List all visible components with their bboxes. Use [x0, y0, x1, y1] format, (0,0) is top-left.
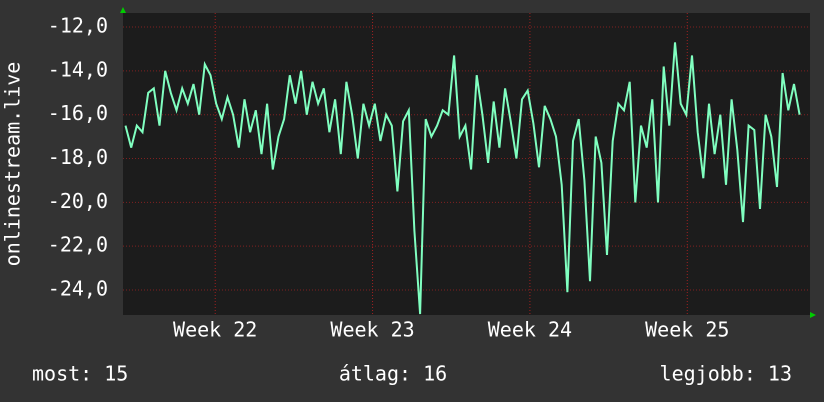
- data-line: [124, 42, 801, 315]
- plot-area: [123, 13, 810, 315]
- x-tick-label: Week 25: [645, 318, 729, 342]
- footer-average: átlag: 16: [339, 362, 447, 386]
- footer-best: legjobb: 13: [660, 362, 792, 386]
- y-tick-label: -24,0: [48, 277, 108, 301]
- y-tick-label: -14,0: [48, 57, 108, 81]
- x-tick-label: Week 23: [330, 318, 414, 342]
- y-tick-label: -16,0: [48, 101, 108, 125]
- x-tick-label: Week 24: [488, 318, 572, 342]
- x-tick-label: Week 22: [173, 318, 257, 342]
- y-tick-label: -12,0: [48, 14, 108, 38]
- footer-current: most: 15: [32, 362, 128, 386]
- y-tick-label: -20,0: [48, 189, 108, 213]
- y-axis-label: onlinestream.live: [1, 62, 25, 267]
- axis-arrow: [120, 7, 126, 13]
- axis-arrow: [810, 312, 816, 318]
- y-tick-label: -18,0: [48, 145, 108, 169]
- y-tick-label: -22,0: [48, 233, 108, 257]
